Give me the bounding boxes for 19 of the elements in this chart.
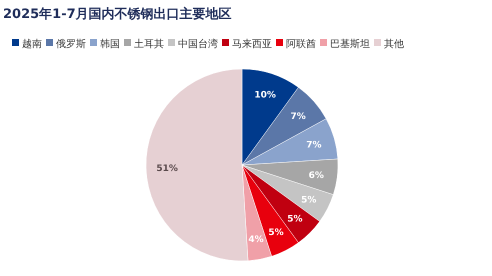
legend-label: 俄罗斯 — [56, 39, 86, 50]
data-label: 7% — [290, 112, 306, 122]
legend-label: 土耳其 — [134, 39, 164, 50]
data-label: 10% — [254, 90, 276, 100]
data-label: 5% — [301, 196, 316, 206]
legend-label: 韩国 — [100, 39, 120, 50]
data-label: 4% — [248, 235, 264, 246]
legend-label: 阿联酋 — [286, 39, 316, 50]
legend-label: 马来西亚 — [232, 39, 272, 50]
data-label: 6% — [308, 170, 324, 181]
legend-label: 越南 — [22, 39, 42, 50]
legend-label: 其他 — [384, 39, 404, 50]
title: 2025年1-7月国内不锈钢出口主要地区 — [3, 7, 232, 22]
data-label: 5% — [287, 214, 303, 224]
legend-label: 中国台湾 — [178, 39, 218, 50]
legend-label: 巴基斯坦 — [330, 39, 370, 50]
data-label: 5% — [268, 228, 284, 238]
data-label: 51% — [156, 164, 178, 174]
data-label: 7% — [306, 140, 322, 151]
